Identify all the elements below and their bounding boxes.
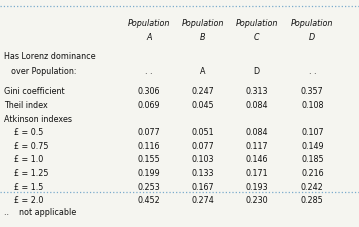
Text: B: B <box>200 33 206 42</box>
Text: 0.146: 0.146 <box>246 155 268 165</box>
Text: Population: Population <box>291 19 334 28</box>
Text: 0.253: 0.253 <box>137 183 160 192</box>
Text: C: C <box>254 33 260 42</box>
Text: 0.084: 0.084 <box>246 101 268 110</box>
Text: D: D <box>309 33 316 42</box>
Text: Population: Population <box>182 19 224 28</box>
Text: 0.313: 0.313 <box>246 87 268 96</box>
Text: A: A <box>200 67 206 76</box>
Text: D: D <box>253 67 260 76</box>
Text: £ = 1.0: £ = 1.0 <box>14 155 43 165</box>
Text: Gini coefficient: Gini coefficient <box>4 87 64 96</box>
Text: 0.051: 0.051 <box>191 128 214 137</box>
Text: £ = 1.5: £ = 1.5 <box>14 183 44 192</box>
Text: 0.247: 0.247 <box>191 87 214 96</box>
Text: £ = 0.75: £ = 0.75 <box>14 142 49 151</box>
Text: . .: . . <box>145 67 153 76</box>
Text: 0.045: 0.045 <box>191 101 214 110</box>
Text: A: A <box>146 33 152 42</box>
Text: 0.274: 0.274 <box>191 196 214 205</box>
Text: 0.306: 0.306 <box>138 87 160 96</box>
Text: 0.171: 0.171 <box>245 169 268 178</box>
Text: £ = 0.5: £ = 0.5 <box>14 128 44 137</box>
Text: 0.084: 0.084 <box>246 128 268 137</box>
Text: over Population:: over Population: <box>11 67 76 76</box>
Text: 0.116: 0.116 <box>138 142 160 151</box>
Text: 0.155: 0.155 <box>137 155 160 165</box>
Text: 0.230: 0.230 <box>245 196 268 205</box>
Text: 0.199: 0.199 <box>137 169 160 178</box>
Text: 0.117: 0.117 <box>245 142 268 151</box>
Text: 0.357: 0.357 <box>301 87 324 96</box>
Text: ..    not applicable: .. not applicable <box>4 208 76 217</box>
Text: 0.069: 0.069 <box>137 101 160 110</box>
Text: Theil index: Theil index <box>4 101 47 110</box>
Text: 0.193: 0.193 <box>245 183 268 192</box>
Text: £ = 1.25: £ = 1.25 <box>14 169 49 178</box>
Text: 0.285: 0.285 <box>301 196 324 205</box>
Text: 0.077: 0.077 <box>137 128 160 137</box>
Text: 0.133: 0.133 <box>192 169 214 178</box>
Text: £ = 2.0: £ = 2.0 <box>14 196 44 205</box>
Text: Has Lorenz dominance: Has Lorenz dominance <box>4 52 95 61</box>
Text: 0.242: 0.242 <box>301 183 324 192</box>
Text: 0.108: 0.108 <box>301 101 323 110</box>
Text: 0.216: 0.216 <box>301 169 324 178</box>
Text: Atkinson indexes: Atkinson indexes <box>4 115 71 124</box>
Text: 0.167: 0.167 <box>191 183 214 192</box>
Text: 0.077: 0.077 <box>191 142 214 151</box>
Text: 0.107: 0.107 <box>301 128 324 137</box>
Text: 0.452: 0.452 <box>137 196 160 205</box>
Text: 0.149: 0.149 <box>301 142 324 151</box>
Text: 0.185: 0.185 <box>301 155 324 165</box>
Text: . .: . . <box>309 67 316 76</box>
Text: 0.103: 0.103 <box>192 155 214 165</box>
Text: Population: Population <box>128 19 170 28</box>
Text: Population: Population <box>236 19 278 28</box>
